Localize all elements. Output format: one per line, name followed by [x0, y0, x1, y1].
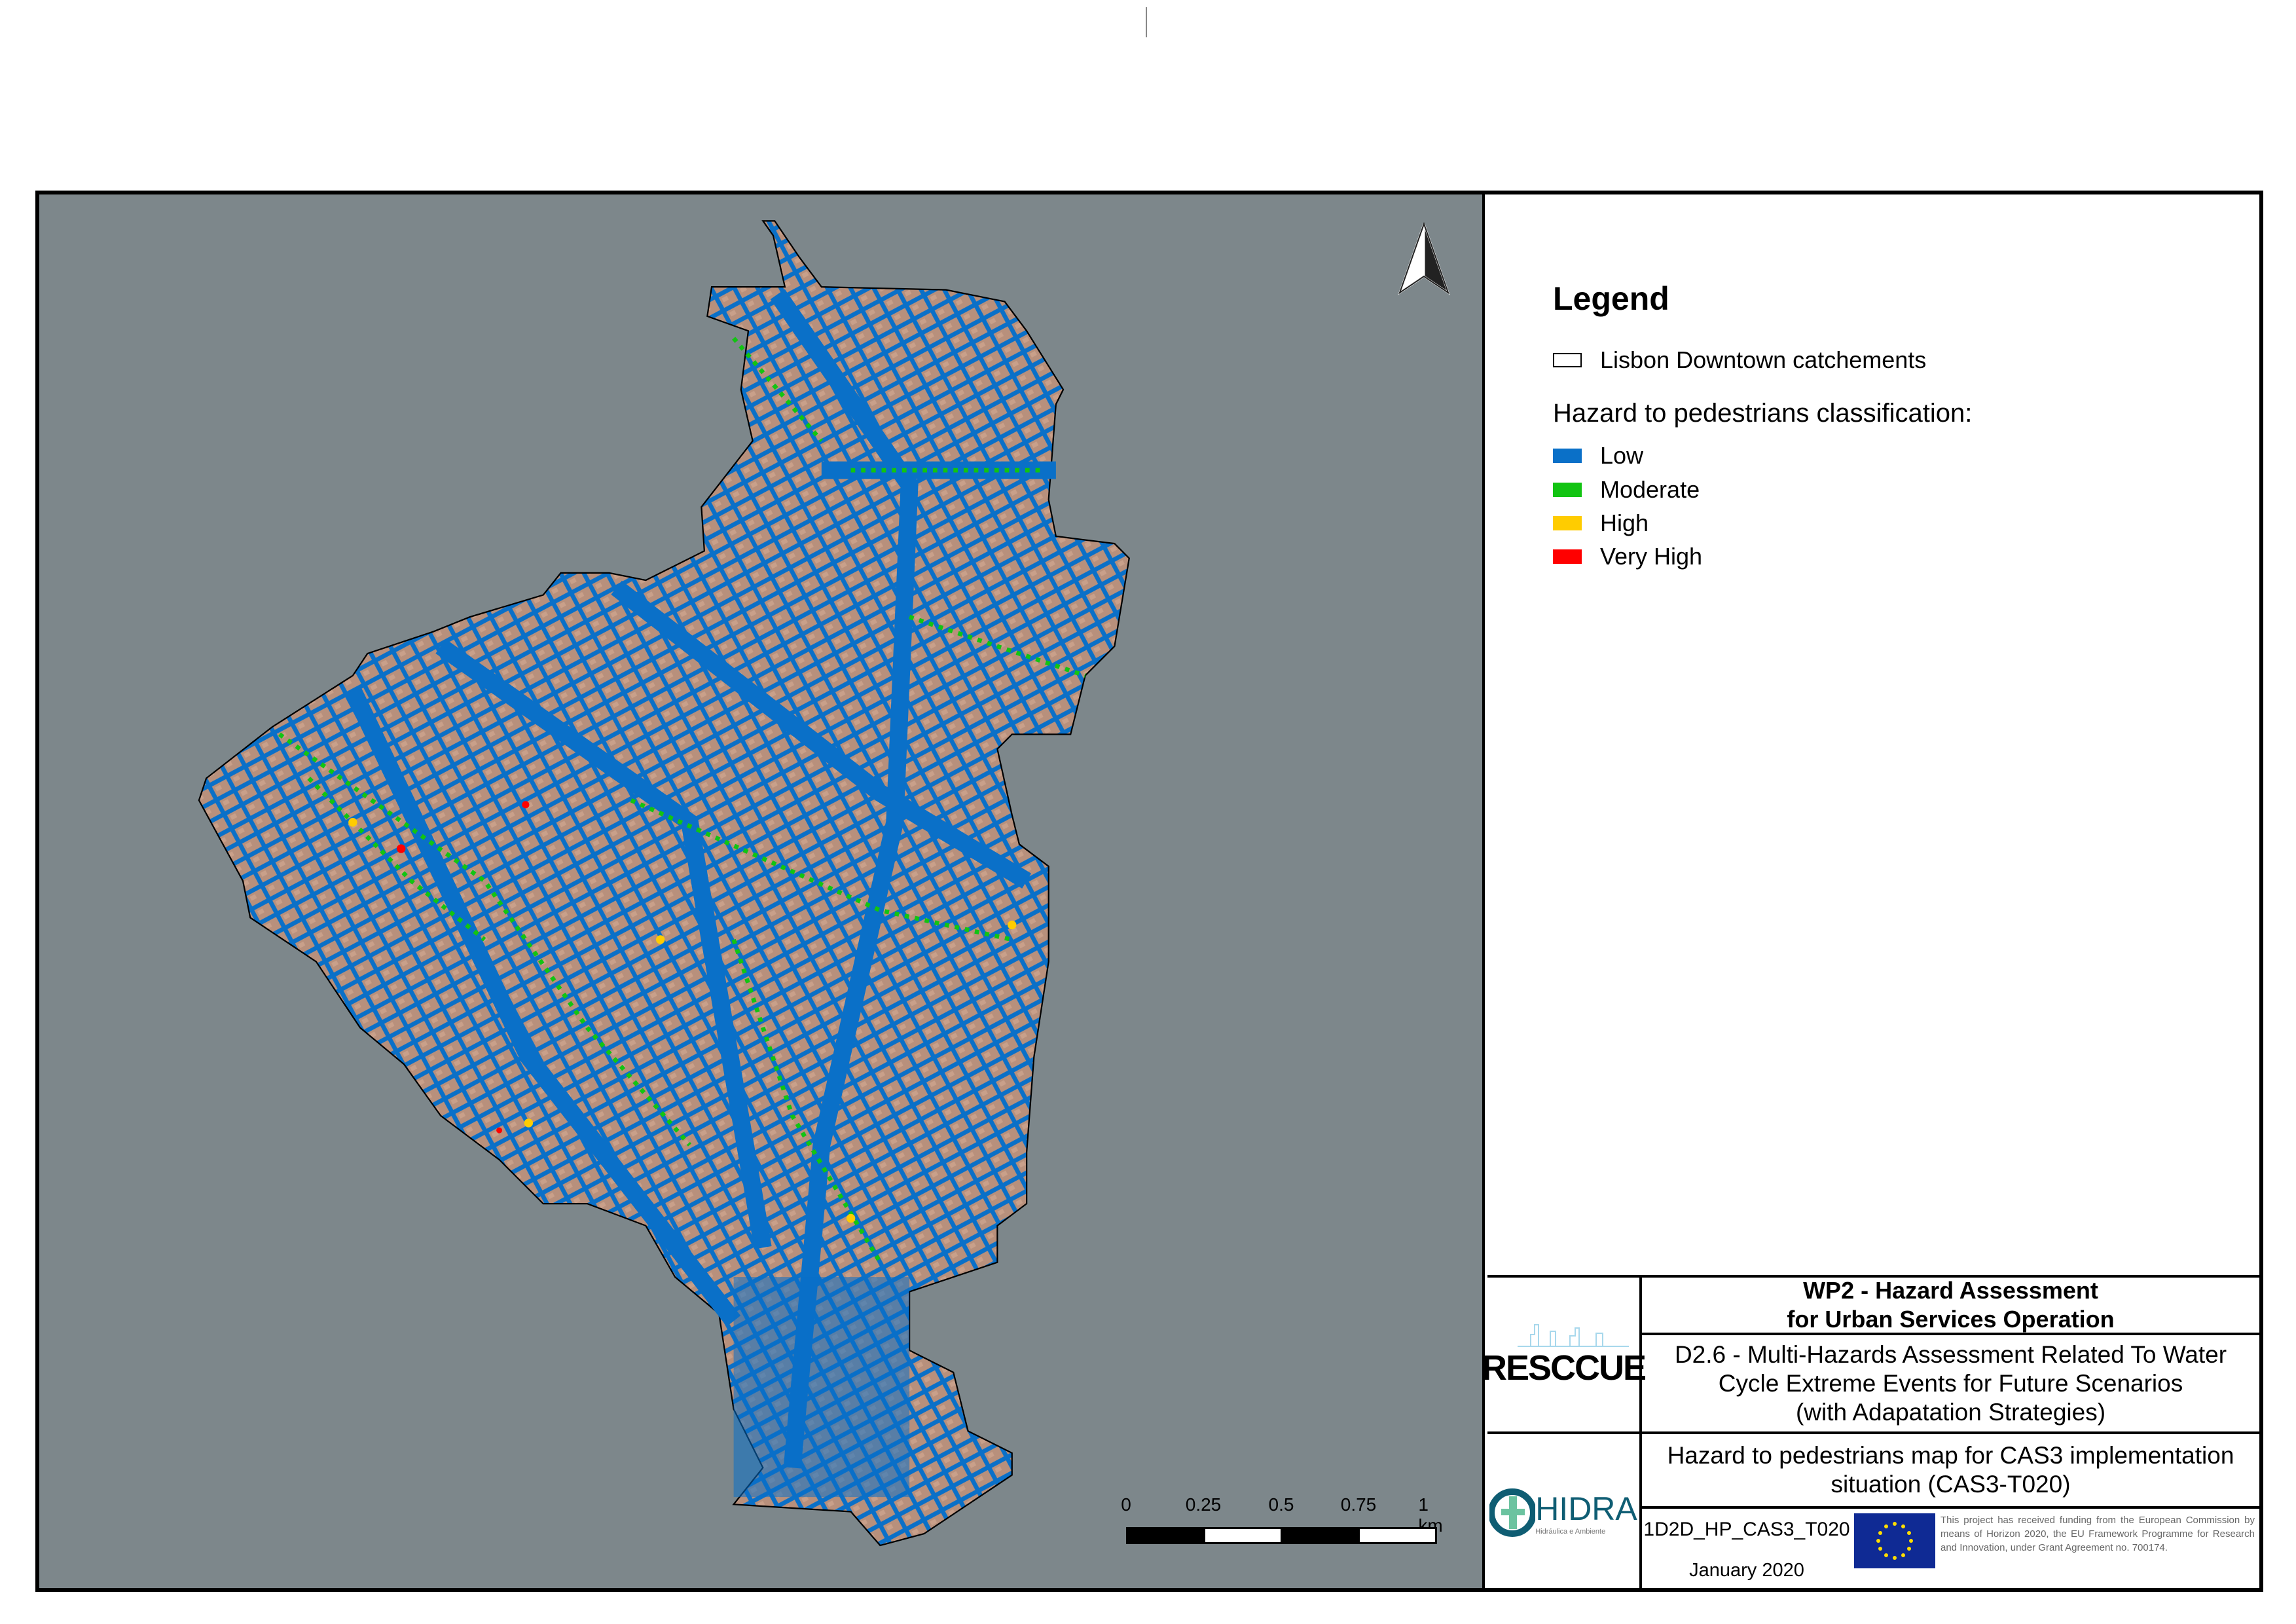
- title-block: RESCCUE HIDRA Hidráulica e Ambiente WP2 …: [1482, 1275, 2259, 1591]
- legend-label: Very High: [1600, 543, 1703, 570]
- hidra-logo-text: HIDRA: [1535, 1490, 1637, 1527]
- legend-item-low: Low: [1553, 442, 1643, 470]
- hazard-heading: Hazard to pedestrians classification:: [1553, 399, 1973, 428]
- low-hazard-square: [733, 1277, 910, 1498]
- legend-label: Lisbon Downtown catchements: [1600, 346, 1927, 373]
- map-title-line-1: Hazard to pedestrians map for CAS3 imple…: [1667, 1442, 2234, 1469]
- catchment-area: [198, 220, 1130, 1547]
- rescue-logo-text: RESCCUE: [1481, 1348, 1647, 1388]
- deliverable-line-3: (with Adapatation Strategies): [1795, 1398, 2106, 1426]
- scale-label-025: 0.25: [1185, 1494, 1222, 1515]
- legend-label: Low: [1600, 442, 1644, 469]
- scale-label-05: 0.5: [1268, 1494, 1294, 1515]
- map-date: January 2020: [1689, 1559, 1804, 1581]
- catchment-map: [198, 220, 1130, 1547]
- map-code-date: 1D2D_HP_CAS3_T020 January 2020: [1642, 1509, 1851, 1591]
- wp-line-2: for Urban Services Operation: [1787, 1306, 2115, 1333]
- legend-panel: Legend Lisbon Downtown catchements Hazar…: [1487, 194, 2259, 1275]
- wp-line-1: WP2 - Hazard Assessment: [1803, 1277, 2098, 1304]
- page-tick-mark: [1146, 7, 1147, 37]
- map-title-line-2: situation (CAS3-T020): [1831, 1471, 2071, 1498]
- deliverable-line-1: D2.6 - Multi-Hazards Assessment Related …: [1674, 1340, 2227, 1368]
- scale-label-0: 0: [1121, 1494, 1131, 1515]
- legend-title: Legend: [1553, 280, 1669, 317]
- deliverable-title: D2.6 - Multi-Hazards Assessment Related …: [1642, 1335, 2259, 1431]
- legend-label: Moderate: [1600, 476, 1700, 503]
- deliverable-line-2: Cycle Extreme Events for Future Scenario…: [1718, 1369, 2183, 1397]
- scale-segment-white: [1360, 1529, 1435, 1542]
- legend-item-very-high: Very High: [1553, 543, 1702, 570]
- high-swatch: [1553, 516, 1582, 530]
- hidra-emblem-icon: [1489, 1488, 1536, 1537]
- work-package-title: WP2 - Hazard Assessment for Urban Servic…: [1642, 1277, 2259, 1333]
- map-view[interactable]: 0 0.25 0.5 0.75 1 km: [39, 194, 1485, 1588]
- skyline-icon: [1518, 1323, 1629, 1347]
- moderate-hazard-areas: [278, 337, 1086, 1264]
- low-hazard-main-streets: [344, 289, 1056, 1469]
- legend-label: High: [1600, 509, 1649, 536]
- legend-item-high: High: [1553, 509, 1649, 537]
- north-arrow-icon: [1398, 221, 1450, 295]
- very-high-hazard-spots: [396, 801, 530, 1134]
- very-high-swatch: [1553, 549, 1582, 564]
- legend-item-catchment: Lisbon Downtown catchements: [1553, 346, 1926, 374]
- map-layout-frame: 0 0.25 0.5 0.75 1 km Legend Lisbon Downt…: [35, 191, 2263, 1592]
- hidra-logo: HIDRA Hidráulica e Ambiente: [1487, 1434, 1642, 1591]
- scale-bar: 0 0.25 0.5 0.75 1 km: [1121, 1494, 1443, 1560]
- scale-label-075: 0.75: [1340, 1494, 1377, 1515]
- map-code: 1D2D_HP_CAS3_T020: [1643, 1518, 1850, 1540]
- catchment-outline-swatch: [1553, 353, 1582, 367]
- high-hazard-spots: [348, 818, 1017, 1223]
- moderate-swatch: [1553, 483, 1582, 497]
- map-title: Hazard to pedestrians map for CAS3 imple…: [1642, 1434, 2259, 1506]
- scale-segment-white: [1205, 1529, 1281, 1542]
- funding-acknowledgement: This project has received funding from t…: [1941, 1515, 2255, 1553]
- low-swatch: [1553, 449, 1582, 463]
- rescue-logo: RESCCUE: [1482, 1278, 1647, 1431]
- eu-flag-icon: [1854, 1513, 1935, 1568]
- hidra-logo-subtitle: Hidráulica e Ambiente: [1535, 1527, 1606, 1536]
- legend-item-moderate: Moderate: [1553, 476, 1700, 504]
